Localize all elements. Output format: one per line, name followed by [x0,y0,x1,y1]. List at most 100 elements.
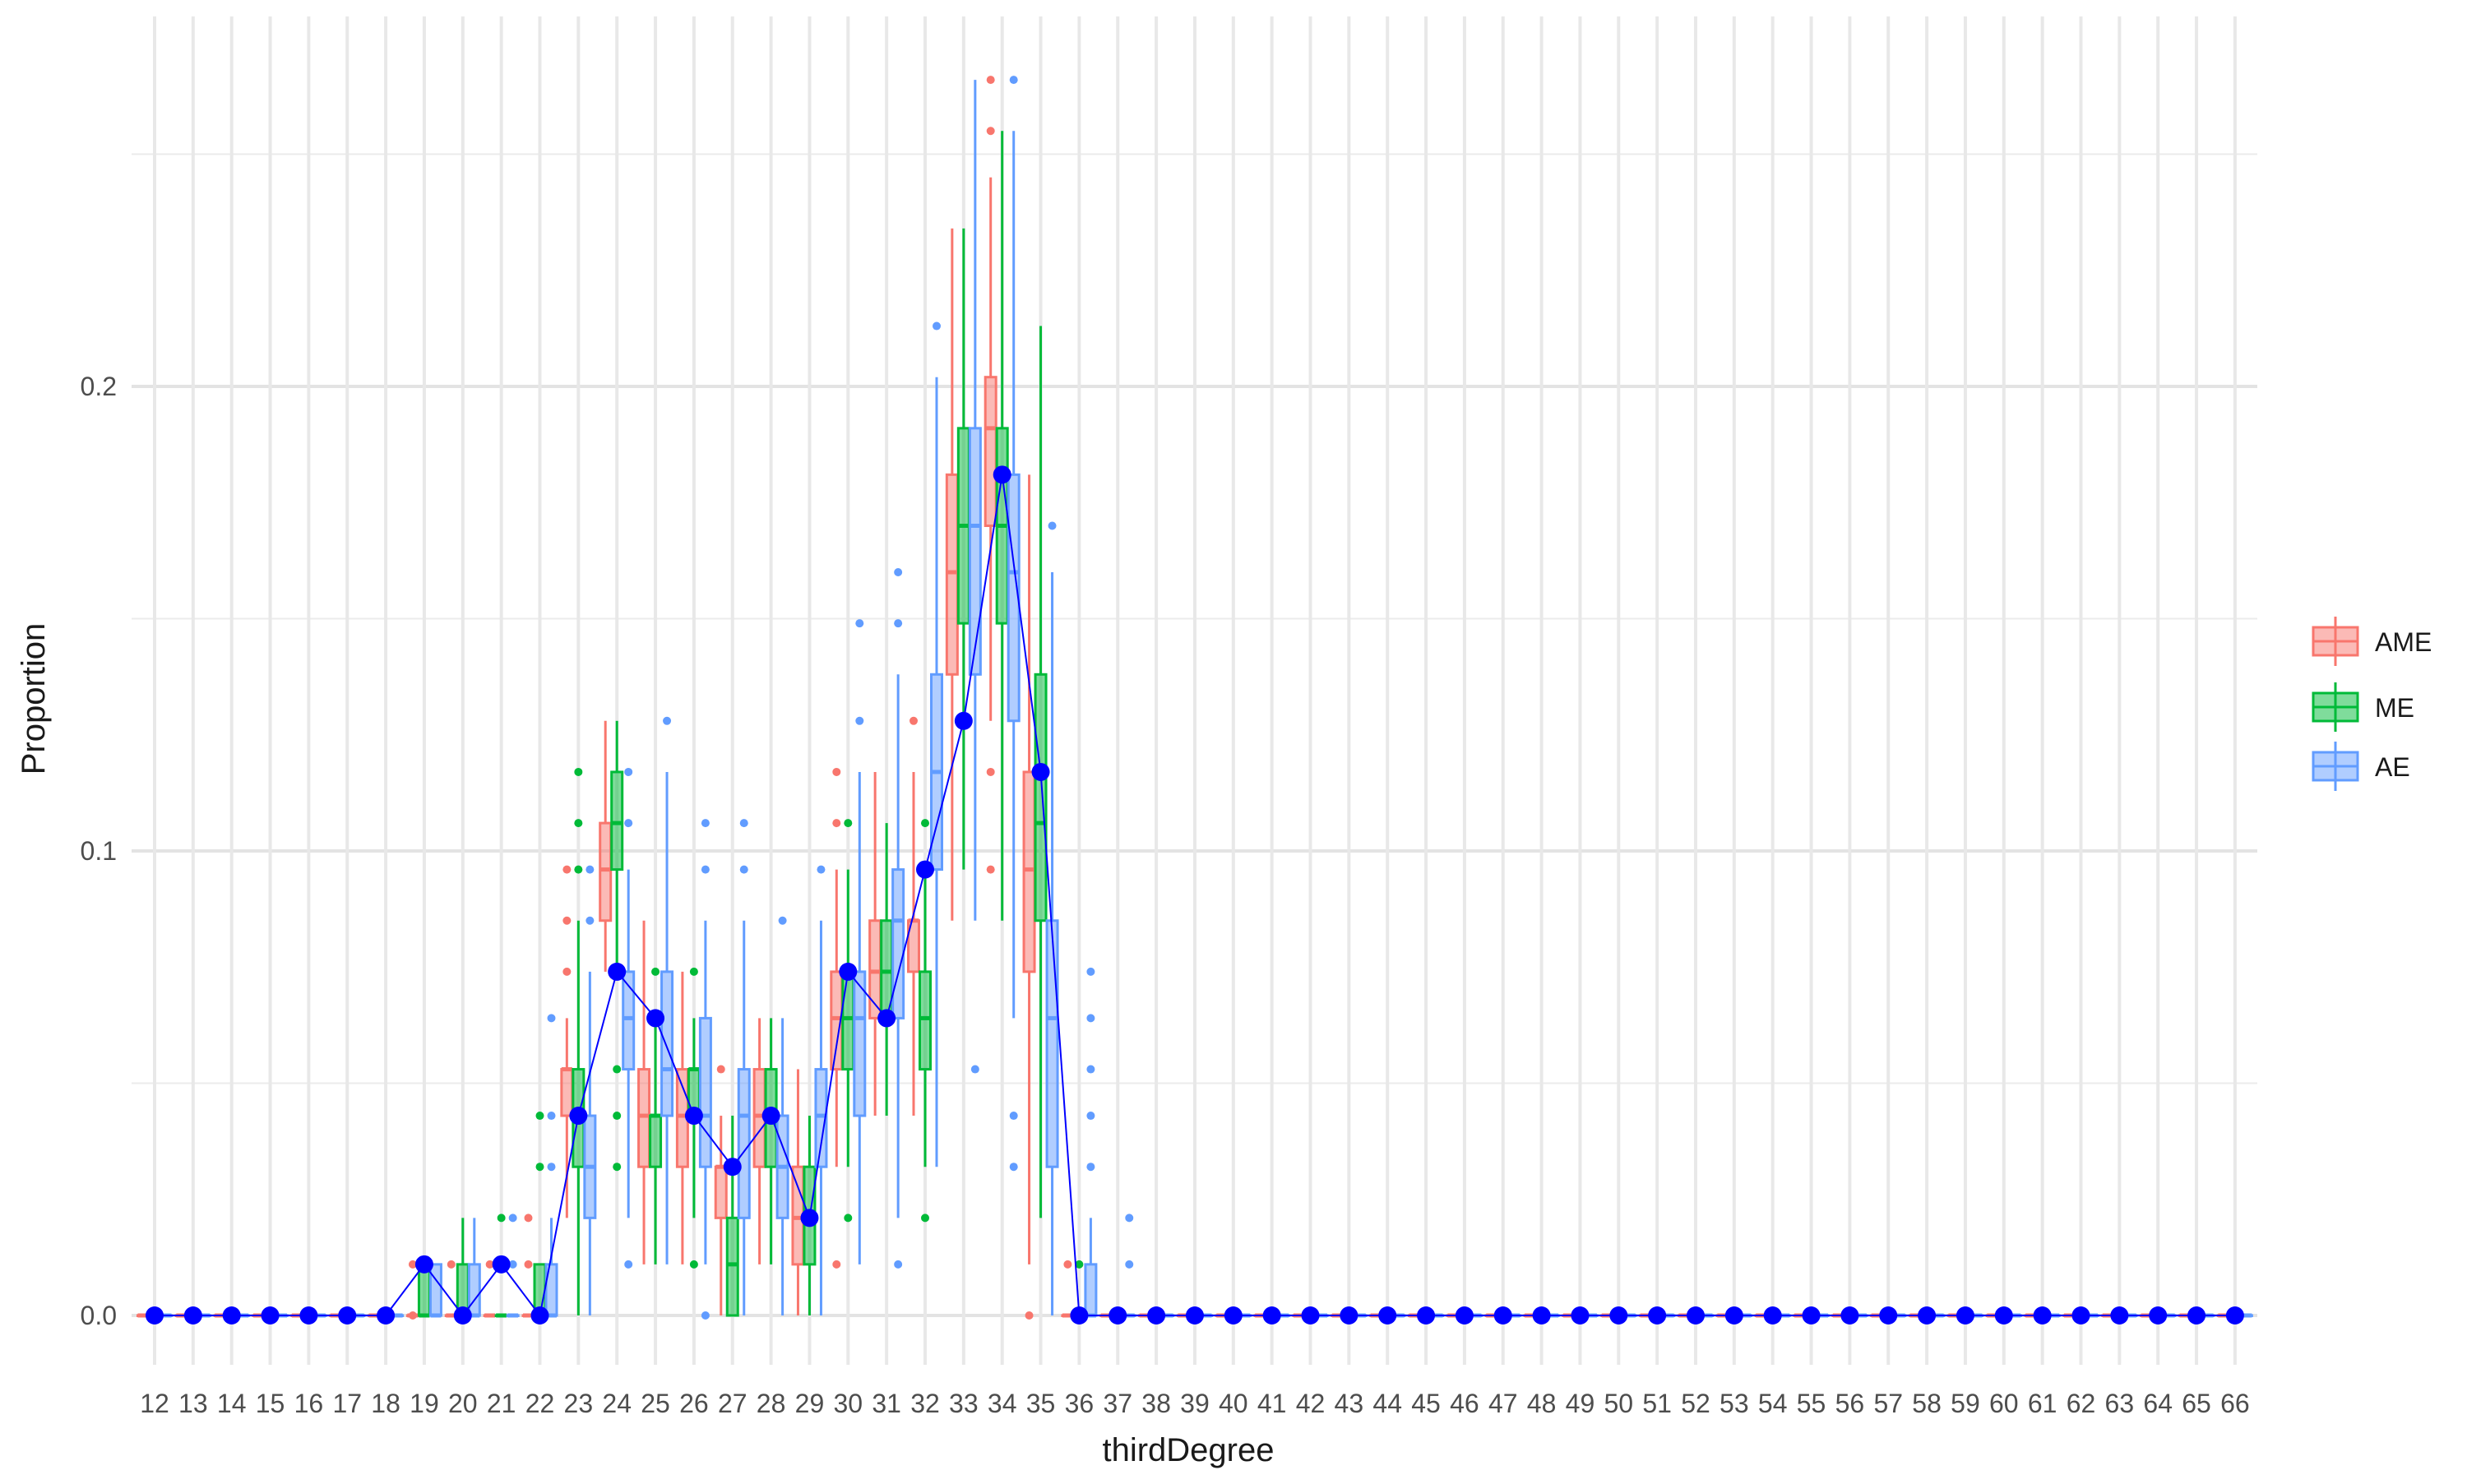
outlier-point [689,967,698,976]
grid-lines [132,16,2257,1365]
outlier-point [1125,1214,1134,1223]
outlier-point [562,865,572,874]
outlier-point [778,916,787,925]
overlay-point [299,1306,318,1325]
overlay-point [1609,1306,1628,1325]
box [467,1263,481,1317]
x-tick-label: 16 [294,1389,324,1418]
x-tick-label: 40 [1219,1389,1248,1418]
overlay-point [2149,1306,2168,1325]
legend-item-ame: AME [2312,617,2432,666]
outlier-point [574,819,583,828]
overlay-point [608,962,627,981]
box [814,1068,828,1168]
x-tick-label: 31 [872,1389,901,1418]
outlier-point [986,76,995,85]
outlier-point [1086,1065,1095,1074]
outlier-point [832,767,841,776]
outlier-point [986,767,995,776]
overlay-point [146,1306,164,1325]
outlier-point [535,1163,544,1172]
overlay-point [684,1107,703,1126]
outlier-point [547,1163,556,1172]
overlay-point [1070,1306,1089,1325]
legend-item-me: ME [2312,682,2414,732]
box [1084,1263,1098,1317]
overlay-point [1802,1306,1821,1325]
x-tick-label: 48 [1527,1389,1557,1418]
overlay-point [800,1209,819,1227]
x-tick-label: 52 [1681,1389,1710,1418]
outlier-point [855,619,864,628]
box [725,1216,739,1317]
outlier-point [921,819,929,828]
outlier-point [497,1214,506,1223]
x-tick-label: 17 [332,1389,362,1418]
x-tick-label: 66 [2220,1389,2250,1418]
overlay-point [1417,1306,1436,1325]
outlier-point [933,321,941,331]
box [714,1165,728,1219]
overlay-point [1493,1306,1512,1325]
outlier-point [832,1260,841,1269]
outlier-point [1009,1163,1018,1172]
outlier-point [701,1311,710,1320]
box [891,868,905,1019]
x-tick-label: 28 [757,1389,786,1418]
overlay-point [993,465,1011,484]
outlier-point [1086,967,1095,976]
x-tick-label: 62 [2067,1389,2096,1418]
outlier-point [910,716,918,725]
x-tick-label: 23 [564,1389,594,1418]
outlier-point [894,1260,903,1269]
overlay-point [1532,1306,1551,1325]
overlay-point [877,1009,896,1028]
outlier-point [844,819,853,828]
box [737,1068,751,1219]
outlier-point [689,1260,698,1269]
series-ame [137,76,2230,1320]
outlier-point [408,1260,417,1269]
x-tick-label: 15 [256,1389,285,1418]
x-tick-label: 43 [1335,1389,1364,1418]
x-tick-label: 25 [641,1389,670,1418]
x-tick-label: 53 [1719,1389,1749,1418]
box [919,970,932,1071]
overlay-point [2033,1306,2052,1325]
overlay-point [723,1158,742,1177]
x-tick-label: 34 [988,1389,1017,1418]
y-tick-label: 0.0 [81,1301,117,1330]
overlay-point [1687,1306,1705,1325]
outlier-point [547,1014,556,1023]
box [610,770,624,871]
x-tick-label: 22 [525,1389,555,1418]
overlay-point [1724,1306,1743,1325]
outlier-point [651,967,660,976]
overlay-point [2110,1306,2129,1325]
overlay-point [1918,1306,1937,1325]
box [984,376,997,528]
box [698,1016,712,1168]
outlier-point [1086,1014,1095,1023]
x-tick-label: 41 [1257,1389,1287,1418]
x-tick-label: 35 [1026,1389,1056,1418]
overlay-point [2071,1306,2090,1325]
x-tick-label: 46 [1450,1389,1479,1418]
outlier-point [855,716,864,725]
box [622,970,636,1071]
box [660,970,674,1117]
x-tick-label: 38 [1141,1389,1171,1418]
legend-label: AME [2375,627,2432,657]
x-tick-label: 32 [910,1389,940,1418]
x-tick-label: 14 [217,1389,247,1418]
overlay-point [839,962,858,981]
overlay-point [916,860,934,879]
outlier-point [1009,1112,1018,1121]
box [841,970,855,1071]
overlay-point [1763,1306,1782,1325]
box [1045,919,1059,1168]
outlier-point [574,767,583,776]
outlier-point [894,619,903,628]
outlier-point [739,819,748,828]
